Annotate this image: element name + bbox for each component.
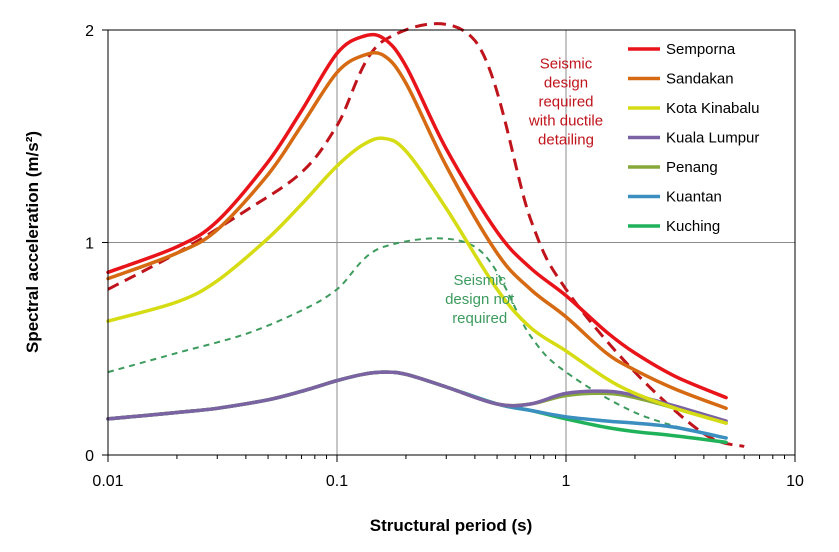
legend-label-kuantan: Kuantan [666,189,722,206]
legend-label-penang: Penang [666,159,718,176]
y-axis-ticks: 0 1 2 [85,23,108,465]
annotation-line: with ductile [528,112,603,129]
legend-label-sandakan: Sandakan [666,71,734,88]
series-line-kota-kinabalu [106,136,728,425]
x-tick-label: 10 [786,473,804,490]
y-tick-label: 2 [85,23,94,40]
x-tick-label: 0.01 [92,473,123,490]
y-tick-label: 1 [85,236,94,253]
reference-curves [107,22,745,448]
legend-label-kuching: Kuching [666,218,720,235]
series-line-semporna [106,32,728,400]
annotation-line: required [452,310,507,327]
annotation-line: Seismic [453,272,506,289]
annotation-line: detailing [538,131,594,148]
annotation-line: design [544,74,588,91]
legend: Semporna Sandakan Kota Kinabalu Kuala Lumpu… [628,41,759,235]
annotation-line: required [538,93,593,110]
annotation-line: Seismic [540,55,593,72]
ductile-design-curve [107,22,745,448]
y-axis-title: Spectral acceleration (m/s²) [23,131,42,353]
x-tick-label: 1 [562,473,571,490]
grid-lines [108,30,795,455]
legend-label-kuala-lumpur: Kuala Lumpur [666,130,759,147]
series-lines [106,32,728,445]
legend-label-kota-kinabalu: Kota Kinabalu [666,100,759,117]
annotations: Seismic design required with ductile detaili… [445,55,603,327]
series-line-sandakan [106,50,728,411]
x-axis-ticks: 0.01 0.1 1 10 [92,455,804,490]
y-tick-label: 0 [85,448,94,465]
no-seismic-design-curve [107,237,727,439]
series-line-kuala-lumpur [106,370,728,423]
x-axis-title: Structural period (s) [370,516,532,535]
annotation-line: design not [445,291,515,308]
x-tick-label: 0.1 [326,473,348,490]
legend-label-semporna: Semporna [666,41,736,58]
